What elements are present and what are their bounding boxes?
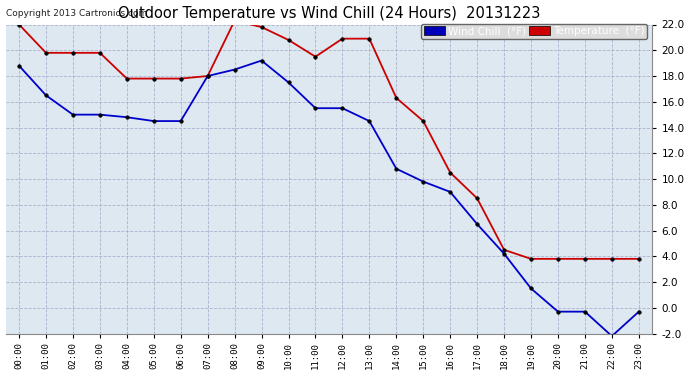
Legend: Wind Chill  (°F), Temperature  (°F): Wind Chill (°F), Temperature (°F) [421,24,647,39]
Title: Outdoor Temperature vs Wind Chill (24 Hours)  20131223: Outdoor Temperature vs Wind Chill (24 Ho… [118,6,540,21]
Text: Copyright 2013 Cartronics.com: Copyright 2013 Cartronics.com [6,9,147,18]
